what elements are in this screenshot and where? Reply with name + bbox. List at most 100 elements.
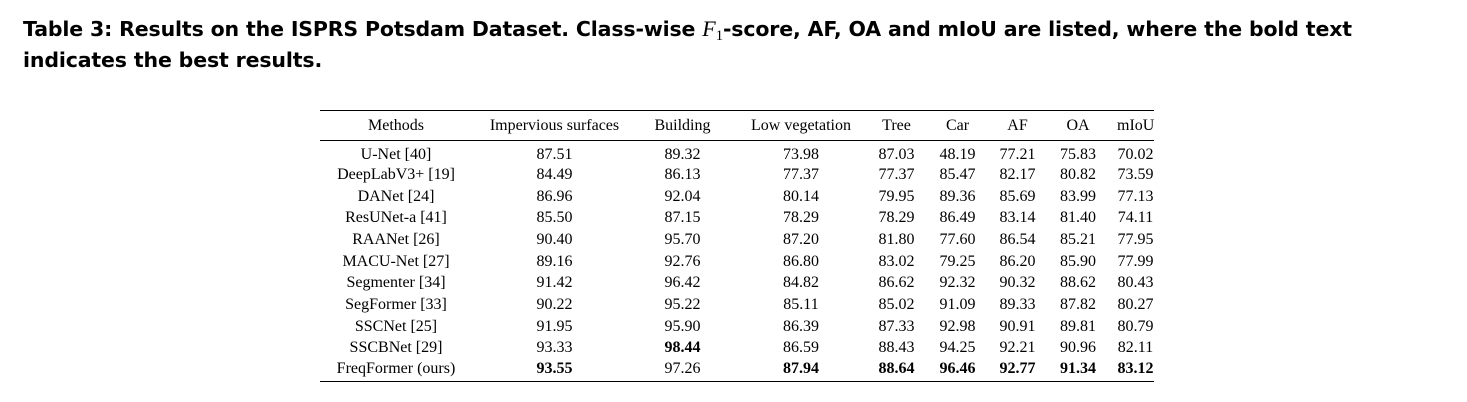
score-cell: 87.33 <box>878 317 915 335</box>
score-cell: 83.02 <box>878 252 915 270</box>
method-name: MACU-Net [27] <box>342 252 450 270</box>
score-cell: 89.36 <box>939 187 976 205</box>
table-row: SegFormer [33] 90.22 95.22 85.11 85.02 91.09 8… <box>320 294 1154 316</box>
method-name: DANet [24] <box>357 187 435 205</box>
score-cell: 82.11 <box>1117 339 1154 357</box>
header-low-vegetation: Low vegetation <box>751 116 851 134</box>
score-cell: 86.62 <box>878 274 915 292</box>
score-cell: 95.22 <box>664 295 701 313</box>
score-cell: 92.21 <box>999 339 1036 357</box>
caption-prefix: Table 3: Results on the ISPRS Potsdam Da… <box>23 17 703 41</box>
score-cell: 87.15 <box>664 209 701 227</box>
score-cell: 96.46 <box>939 359 976 377</box>
method-name: Segmenter [34] <box>346 274 446 292</box>
score-cell: 88.64 <box>878 359 915 377</box>
score-cell: 87.20 <box>783 230 819 248</box>
table-row: FreqFormer (ours) 93.55 97.26 87.94 88.64 96.… <box>320 359 1154 381</box>
score-cell: 91.42 <box>536 274 573 292</box>
score-cell: 80.82 <box>1060 165 1096 183</box>
score-cell: 87.82 <box>1060 295 1096 313</box>
method-name: DeepLabV3+ [19] <box>337 165 455 183</box>
score-cell: 77.13 <box>1117 187 1154 205</box>
score-cell: 86.49 <box>939 209 976 227</box>
score-cell: 96.42 <box>664 274 701 292</box>
score-cell: 92.32 <box>939 274 976 292</box>
score-cell: 90.96 <box>1060 339 1096 357</box>
score-cell: 82.17 <box>999 165 1036 183</box>
header-af: AF <box>1007 116 1028 134</box>
method-name: SSCBNet [29] <box>349 339 443 357</box>
score-cell: 80.14 <box>783 187 819 205</box>
score-cell: 80.43 <box>1117 274 1154 292</box>
score-cell: 97.26 <box>664 359 701 377</box>
table-caption: Table 3: Results on the ISPRS Potsdam Da… <box>23 13 1453 76</box>
method-name: ResUNet-a [41] <box>345 209 447 227</box>
score-cell: 93.33 <box>536 339 573 357</box>
caption-suffix: -score, AF, OA and mIoU are listed, wher… <box>23 17 1352 72</box>
score-cell: 88.43 <box>878 339 915 357</box>
method-name: RAANet [26] <box>352 230 440 248</box>
caption-f-subscript: 1 <box>715 28 724 44</box>
score-cell: 91.34 <box>1060 359 1096 377</box>
score-cell: 83.14 <box>999 209 1036 227</box>
score-cell: 79.25 <box>939 252 976 270</box>
score-cell: 83.99 <box>1060 187 1096 205</box>
score-cell: 75.83 <box>1060 146 1096 163</box>
score-cell: 90.91 <box>999 317 1036 335</box>
score-cell: 73.98 <box>783 146 819 163</box>
score-cell: 85.11 <box>783 295 819 313</box>
table-header: Methods Impervious surfaces Building Low ve… <box>320 111 1154 141</box>
header-methods: Methods <box>368 116 424 134</box>
score-cell: 73.59 <box>1117 165 1154 183</box>
score-cell: 89.81 <box>1060 317 1096 335</box>
method-name: FreqFormer (ours) <box>336 359 456 377</box>
caption-f-symbol: F <box>702 16 716 41</box>
score-cell: 88.62 <box>1060 274 1096 292</box>
score-cell: 87.94 <box>783 359 819 377</box>
score-cell: 86.54 <box>999 230 1036 248</box>
score-cell: 77.21 <box>999 146 1036 163</box>
score-cell: 74.11 <box>1117 209 1154 227</box>
bottom-rule <box>320 380 1154 382</box>
score-cell: 86.59 <box>783 339 819 357</box>
score-cell: 80.79 <box>1117 317 1154 335</box>
score-cell: 98.44 <box>664 339 701 357</box>
score-cell: 95.70 <box>664 230 701 248</box>
header-tree: Tree <box>882 116 911 134</box>
method-name: SSCNet [25] <box>354 317 438 335</box>
score-cell: 90.32 <box>999 274 1036 292</box>
table-row: DANet [24] 86.96 92.04 80.14 79.95 89.36 85.69… <box>320 186 1154 208</box>
header-miou: mIoU <box>1117 116 1155 134</box>
table-row: MACU-Net [27] 89.16 92.76 86.80 83.02 79.25 86… <box>320 251 1154 273</box>
top-rule <box>320 110 1154 111</box>
table-row: RAANet [26] 90.40 95.70 87.20 81.80 77.60 86.5… <box>320 229 1154 251</box>
score-cell: 84.49 <box>536 165 573 183</box>
score-cell: 77.60 <box>939 230 976 248</box>
score-cell: 86.80 <box>783 252 819 270</box>
score-cell: 86.39 <box>783 317 819 335</box>
results-grid: Methods Impervious surfaces Building Low ve… <box>320 111 1154 381</box>
score-cell: 78.29 <box>783 209 819 227</box>
score-cell: 85.50 <box>536 209 573 227</box>
score-cell: 84.82 <box>783 274 819 292</box>
score-cell: 93.55 <box>536 359 573 377</box>
score-cell: 86.13 <box>664 165 701 183</box>
score-cell: 48.19 <box>939 146 976 163</box>
table-row: SSCBNet [29] 93.33 98.44 86.59 88.43 94.25 92.… <box>320 338 1154 360</box>
score-cell: 85.90 <box>1060 252 1096 270</box>
header-building: Building <box>654 116 711 134</box>
score-cell: 89.32 <box>664 146 701 163</box>
score-cell: 85.02 <box>878 295 915 313</box>
score-cell: 81.40 <box>1060 209 1096 227</box>
score-cell: 91.95 <box>536 317 573 335</box>
score-cell: 92.04 <box>664 187 701 205</box>
method-name: U-Net [40] <box>360 146 432 163</box>
score-cell: 81.80 <box>878 230 915 248</box>
method-name: SegFormer [33] <box>345 295 447 313</box>
score-cell: 77.37 <box>783 165 819 183</box>
score-cell: 95.90 <box>664 317 701 335</box>
score-cell: 70.02 <box>1117 146 1154 163</box>
table-row: SSCNet [25] 91.95 95.90 86.39 87.33 92.98 90.9… <box>320 316 1154 338</box>
score-cell: 79.95 <box>878 187 915 205</box>
table-row: ResUNet-a [41] 85.50 87.15 78.29 78.29 86.49 8… <box>320 207 1154 229</box>
